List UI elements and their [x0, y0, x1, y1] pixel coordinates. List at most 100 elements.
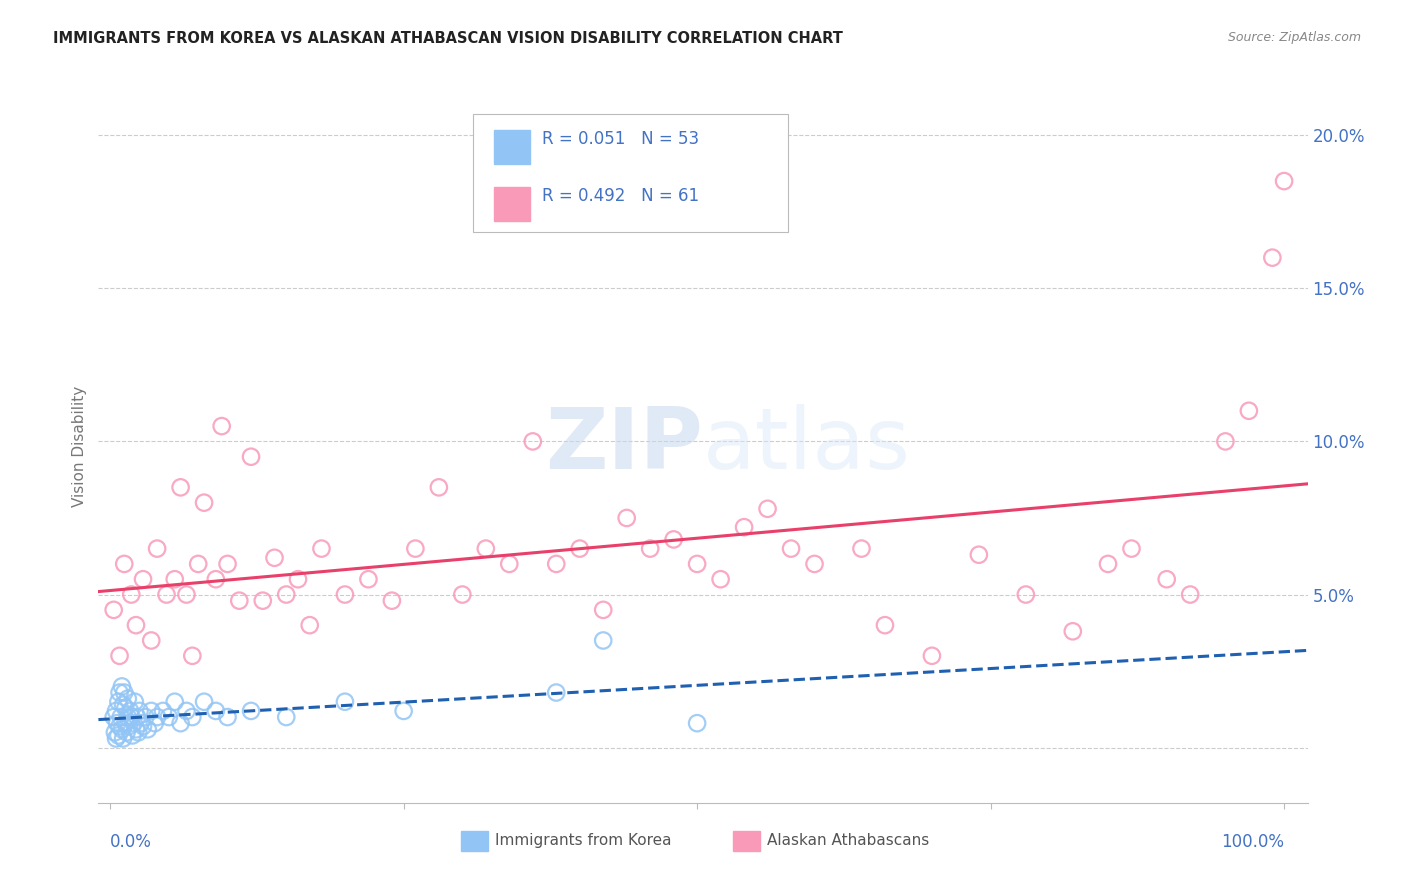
Text: IMMIGRANTS FROM KOREA VS ALASKAN ATHABASCAN VISION DISABILITY CORRELATION CHART: IMMIGRANTS FROM KOREA VS ALASKAN ATHABAS…: [53, 31, 844, 46]
Point: [276, 710, 298, 724]
Point: [112, 685, 135, 699]
Point: [1237, 404, 1260, 418]
Bar: [494, 130, 530, 164]
Point: [110, 710, 132, 724]
Point: [152, 704, 174, 718]
Point: [112, 731, 135, 746]
Point: [176, 704, 198, 718]
Point: [117, 710, 139, 724]
Point: [118, 719, 141, 733]
Point: [756, 501, 779, 516]
Point: [120, 710, 142, 724]
Point: [124, 695, 146, 709]
Point: [733, 520, 755, 534]
Point: [451, 588, 474, 602]
Point: [163, 572, 186, 586]
Point: [115, 725, 138, 739]
Point: [357, 572, 380, 586]
Point: [333, 588, 356, 602]
Point: [163, 695, 186, 709]
Point: [1215, 434, 1237, 449]
Point: [146, 541, 169, 556]
Point: [111, 680, 134, 694]
Point: [333, 695, 356, 709]
Point: [1015, 588, 1038, 602]
Point: [211, 419, 233, 434]
Text: Alaskan Athabascans: Alaskan Athabascans: [768, 833, 929, 848]
Point: [141, 704, 163, 718]
Point: [103, 710, 125, 724]
Point: [114, 701, 136, 715]
Point: [112, 557, 135, 571]
Point: [181, 710, 204, 724]
Point: [616, 511, 638, 525]
Point: [217, 710, 239, 724]
Point: [298, 618, 321, 632]
Point: [592, 633, 614, 648]
Point: [104, 725, 127, 739]
Point: [103, 603, 125, 617]
Point: [522, 434, 544, 449]
Point: [132, 719, 155, 733]
Point: [311, 541, 333, 556]
Point: [169, 480, 191, 494]
Point: [498, 557, 520, 571]
Text: ZIP: ZIP: [546, 404, 703, 488]
Point: [127, 710, 149, 724]
Point: [193, 496, 215, 510]
Point: [851, 541, 873, 556]
Point: [240, 704, 263, 718]
Text: atlas: atlas: [703, 404, 911, 488]
FancyBboxPatch shape: [474, 114, 787, 232]
Point: [404, 541, 426, 556]
Text: Source: ZipAtlas.com: Source: ZipAtlas.com: [1227, 31, 1361, 45]
Point: [686, 557, 709, 571]
Point: [1156, 572, 1178, 586]
Point: [276, 588, 298, 602]
Point: [568, 541, 591, 556]
Point: [146, 710, 169, 724]
Text: Immigrants from Korea: Immigrants from Korea: [495, 833, 672, 848]
Point: [217, 557, 239, 571]
Point: [873, 618, 896, 632]
Point: [287, 572, 309, 586]
Text: R = 0.051   N = 53: R = 0.051 N = 53: [543, 130, 699, 148]
Point: [134, 710, 156, 724]
Point: [181, 648, 204, 663]
Point: [129, 716, 152, 731]
Point: [967, 548, 990, 562]
Point: [638, 541, 661, 556]
Point: [117, 691, 139, 706]
Point: [381, 593, 404, 607]
Point: [204, 704, 226, 718]
Point: [107, 695, 129, 709]
Point: [155, 588, 177, 602]
Point: [176, 588, 198, 602]
Point: [392, 704, 415, 718]
Point: [105, 731, 128, 746]
Point: [475, 541, 498, 556]
Point: [112, 698, 135, 712]
Point: [187, 557, 209, 571]
Point: [1180, 588, 1202, 602]
Point: [546, 685, 568, 699]
Point: [105, 704, 128, 718]
Point: [120, 588, 142, 602]
Point: [132, 572, 155, 586]
Point: [1097, 557, 1119, 571]
Text: 0.0%: 0.0%: [110, 833, 152, 851]
Point: [1272, 174, 1295, 188]
Point: [252, 593, 274, 607]
Point: [662, 533, 685, 547]
Point: [141, 633, 163, 648]
Point: [143, 716, 166, 731]
Point: [120, 704, 142, 718]
Point: [710, 572, 733, 586]
Point: [1121, 541, 1143, 556]
Bar: [494, 187, 530, 221]
Y-axis label: Vision Disability: Vision Disability: [72, 385, 87, 507]
Point: [121, 728, 143, 742]
Text: R = 0.492   N = 61: R = 0.492 N = 61: [543, 187, 699, 205]
Point: [108, 685, 131, 699]
Bar: [734, 830, 759, 851]
